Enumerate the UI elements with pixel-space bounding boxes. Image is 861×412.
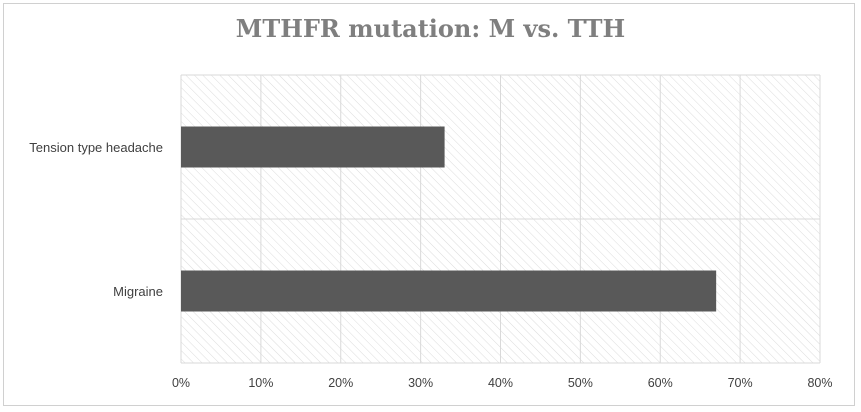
x-tick-label: 50% [568, 376, 593, 390]
category-label: Tension type headache [29, 140, 163, 155]
x-tick-label: 10% [248, 376, 273, 390]
x-tick-label: 80% [807, 376, 832, 390]
x-tick-label: 0% [172, 376, 190, 390]
x-tick-label: 20% [328, 376, 353, 390]
x-tick-label: 40% [488, 376, 513, 390]
x-tick-labels: 0% 10% 20% 30% 40% 50% 60% 70% 80% [172, 376, 833, 390]
x-tick-label: 60% [648, 376, 673, 390]
x-tick-label: 70% [728, 376, 753, 390]
gridlines [180, 74, 821, 364]
category-label: Migraine [113, 284, 163, 299]
bar [181, 126, 445, 168]
x-tick-label: 30% [408, 376, 433, 390]
category-labels: Migraine Tension type headache [29, 140, 163, 299]
bars [181, 126, 717, 312]
bar [181, 270, 717, 312]
chart-title: MTHFR mutation: M vs. TTH [235, 14, 626, 43]
